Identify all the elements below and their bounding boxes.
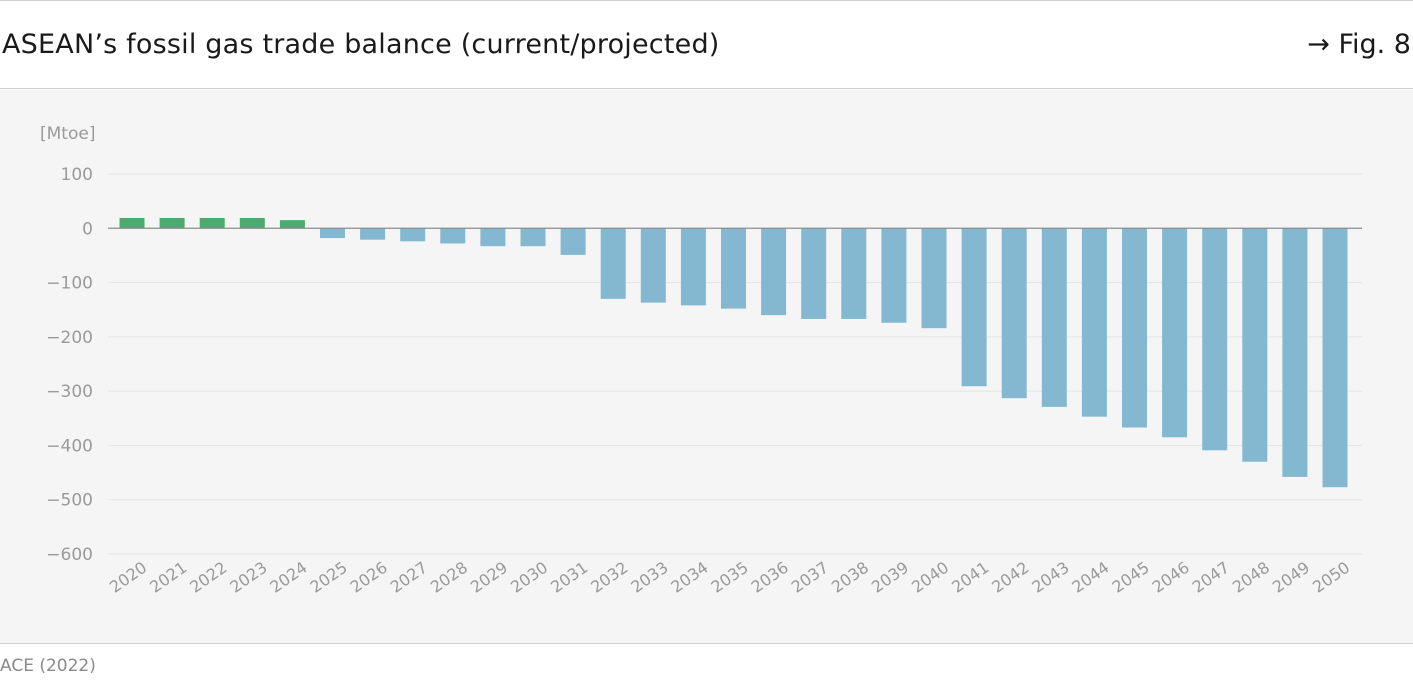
x-tick-label: 2046 [1149,558,1193,597]
x-tick-label: 2041 [948,558,992,597]
bar-2048 [1242,228,1268,462]
bar-2032 [600,228,626,299]
x-tick-label: 2036 [748,558,792,597]
y-tick-label: −300 [46,382,93,402]
source-note: ACE (2022) [0,656,96,676]
x-tick-label: 2039 [868,558,912,597]
x-tick-label: 2032 [587,558,631,597]
x-tick-label: 2028 [427,558,471,597]
bar-2043 [1041,228,1067,407]
bar-2033 [640,228,666,303]
y-axis-unit-label: [Mtoe] [40,124,95,144]
bar-2049 [1282,228,1308,477]
y-tick-label: −600 [46,545,93,565]
bar-2025 [320,228,345,239]
bar-2047 [1202,228,1228,451]
y-tick-label: −200 [46,328,93,348]
footer-rule [0,643,1413,644]
y-tick-label: 100 [61,165,93,185]
x-tick-label: 2049 [1269,558,1313,597]
bar-2044 [1081,228,1107,417]
bar-2023 [239,217,265,229]
x-tick-label: 2038 [828,558,872,597]
figure-title: ASEAN’s fossil gas trade balance (curren… [2,29,720,60]
bars [119,217,1348,488]
bar-2021 [159,217,185,229]
bar-2042 [1001,228,1027,399]
y-tick-label: −500 [46,491,93,511]
x-tick-label: 2043 [1028,558,1072,597]
x-tick-labels: 2020202120222023202420252026202720282029… [106,558,1353,597]
bar-2020 [119,217,145,229]
bar-2030 [520,228,546,247]
gridlines [108,173,1362,555]
x-tick-label: 2050 [1309,558,1353,597]
bar-2031 [560,228,586,255]
x-tick-label: 2040 [908,558,952,597]
bar-2038 [841,228,867,319]
x-tick-label: 2024 [266,558,310,597]
bar-2046 [1162,228,1188,438]
bar-2040 [921,228,947,329]
x-tick-label: 2037 [788,558,832,597]
bar-2029 [480,228,506,247]
x-tick-label: 2030 [507,558,551,597]
bar-2045 [1122,228,1147,428]
x-tick-label: 2026 [347,558,391,597]
y-tick-label: −100 [46,274,93,294]
y-tick-labels: 100 0 −100 −200 −300 −400 −500 −600 [46,165,93,565]
bar-2035 [721,228,746,309]
x-tick-label: 2035 [708,558,752,597]
bar-2037 [801,228,827,319]
x-tick-label: 2044 [1068,558,1112,597]
figure-header: ASEAN’s fossil gas trade balance (curren… [0,1,1413,89]
y-tick-label: −400 [46,436,93,456]
x-tick-label: 2021 [146,558,190,597]
bar-2034 [680,228,706,306]
bar-2041 [961,228,987,387]
y-tick-label: 0 [82,219,93,239]
x-tick-label: 2027 [387,558,431,597]
bar-2022 [199,217,225,229]
bar-2036 [761,228,787,316]
bar-2026 [360,228,386,240]
bar-2027 [400,228,426,242]
x-tick-label: 2022 [186,558,230,597]
x-tick-label: 2048 [1229,558,1273,597]
x-tick-label: 2023 [226,558,270,597]
figure-reference-link[interactable]: → Fig. 8 [1307,29,1411,60]
top-rule [0,0,1413,1]
x-tick-label: 2020 [106,558,150,597]
bar-2050 [1322,228,1348,488]
x-tick-label: 2029 [467,558,511,597]
bar-2039 [881,228,907,323]
bar-2028 [440,228,466,244]
x-tick-label: 2042 [988,558,1032,597]
bar-2024 [279,220,305,229]
x-tick-label: 2025 [307,558,351,597]
x-tick-label: 2033 [627,558,671,597]
x-tick-label: 2034 [667,558,711,597]
x-tick-label: 2047 [1189,558,1233,597]
x-tick-label: 2045 [1109,558,1153,597]
x-tick-label: 2031 [547,558,591,597]
chart-panel: 100 0 −100 −200 −300 −400 −500 −600 2020 2021 202… [0,90,1413,643]
